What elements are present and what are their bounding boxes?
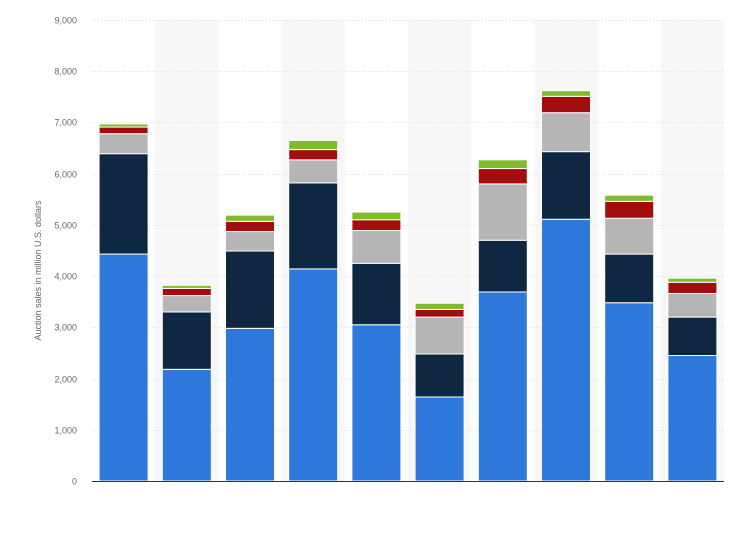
y-tick-label: 8,000	[54, 67, 77, 77]
bar-segment	[541, 112, 591, 153]
bar-segment	[161, 284, 212, 289]
y-axis-title: Auction sales in million U.S. dollars	[33, 200, 43, 341]
bar-segment	[667, 316, 718, 357]
y-axis-tick-labels: 0 1,000 2,000 3,000 4,000 5,000 6,000 7,000 8,00…	[54, 16, 77, 487]
bar-segment	[351, 211, 402, 221]
bar-segment	[98, 153, 149, 255]
y-tick-label: 7,000	[54, 118, 77, 128]
bar-segment	[667, 355, 718, 482]
bar-segment	[414, 396, 465, 482]
y-tick-label: 1,000	[54, 426, 77, 436]
bar-segment	[604, 217, 655, 255]
bar-segment	[604, 200, 655, 219]
bar-segment	[161, 311, 212, 370]
y-tick-label: 0	[72, 477, 77, 487]
bar-segment	[477, 291, 528, 482]
bar-segment	[541, 218, 591, 482]
bar-segment	[477, 239, 528, 293]
y-tick-label: 2,000	[54, 375, 77, 385]
bar-segment	[98, 133, 149, 155]
bar-segment	[351, 230, 402, 264]
bar-segment	[604, 302, 655, 482]
bar-segment	[541, 90, 591, 97]
bar-segment	[667, 281, 718, 295]
bar-segment	[351, 324, 402, 482]
bar-segment	[161, 295, 212, 313]
bar-segment	[161, 287, 212, 297]
y-tick-label: 6,000	[54, 170, 77, 180]
y-tick-label: 9,000	[54, 16, 77, 26]
y-tick-label: 5,000	[54, 221, 77, 231]
bar-segment	[541, 151, 591, 220]
bar-segment	[604, 194, 655, 202]
bar-segment	[225, 214, 275, 222]
bar-segment	[414, 308, 465, 318]
bar-segment	[541, 95, 591, 114]
bar-segment	[477, 159, 528, 170]
bar-segment	[225, 327, 275, 482]
bar-segment	[225, 220, 275, 233]
bar-segment	[667, 277, 718, 283]
bar-segment	[288, 268, 339, 482]
bar-segment	[288, 139, 339, 151]
y-tick-label: 3,000	[54, 323, 77, 333]
bar-segment	[414, 302, 465, 310]
bar-segment	[351, 219, 402, 232]
bar-segment	[477, 168, 528, 185]
bar-segment	[288, 149, 339, 161]
bar-segment	[288, 159, 339, 184]
bar-segment	[477, 183, 528, 241]
bar-segment	[98, 123, 149, 128]
bar-segment	[667, 293, 718, 318]
bar-segment	[225, 250, 275, 329]
bar-segment	[225, 231, 275, 252]
bar-segment	[351, 262, 402, 326]
bar-segment	[604, 253, 655, 304]
bar-segment	[161, 368, 212, 482]
bar-segment	[98, 253, 149, 482]
bar-segment	[288, 182, 339, 270]
y-tick-label: 4,000	[54, 272, 77, 282]
bar-segment	[414, 353, 465, 398]
bar-segment	[414, 316, 465, 355]
bars	[98, 90, 718, 482]
bar-segment	[98, 126, 149, 135]
